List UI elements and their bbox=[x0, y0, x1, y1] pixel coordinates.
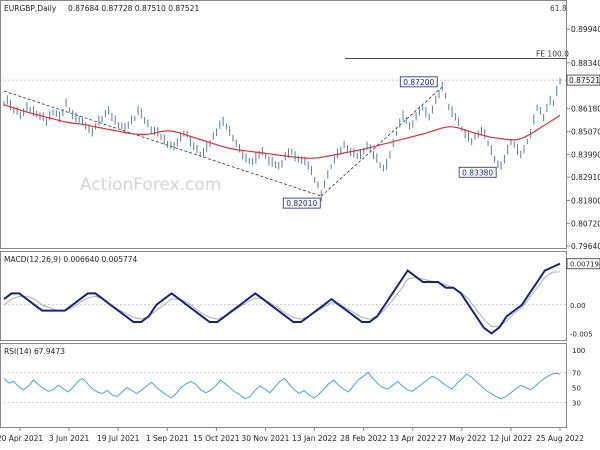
rsi-line bbox=[3, 371, 561, 400]
x-tick-label: 28 Feb 2022 bbox=[340, 434, 387, 443]
x-tick-label: 25 Aug 2022 bbox=[536, 434, 584, 443]
rsi-tick-label: 50 bbox=[572, 385, 581, 393]
price-tick-label: 0.88340 bbox=[571, 59, 600, 68]
macd-tick-label: 0.007194 bbox=[570, 261, 600, 269]
macd-layer bbox=[3, 262, 566, 335]
level-box bbox=[458, 166, 497, 178]
axis-layer: 0.89940 0.88340 0.86180 0.85070 0.83990 0.829… bbox=[0, 25, 600, 443]
rsi-tick-label: 30 bbox=[572, 400, 581, 408]
fib-corner-label: 61.8 bbox=[550, 4, 567, 13]
rsi-panel[interactable] bbox=[0, 343, 567, 428]
price-tick-label: 0.85070 bbox=[571, 128, 600, 137]
x-tick-label: 15 Oct 2021 bbox=[193, 434, 240, 443]
fe-label: FE 100.0 bbox=[536, 49, 569, 58]
price-layer: FE 100.0 0.82010 0.87200 0.83380 bbox=[3, 49, 569, 209]
macd-tick-label: 0.00 bbox=[570, 302, 586, 310]
x-tick-label: 30 Nov 2021 bbox=[241, 434, 289, 443]
current-price-box bbox=[566, 74, 600, 86]
current-price-label: 0.87521 bbox=[569, 76, 600, 85]
x-tick-label: 13 Jan 2022 bbox=[292, 434, 337, 443]
x-tick-label: 13 Apr 2022 bbox=[390, 434, 437, 443]
level-box bbox=[282, 197, 321, 209]
x-tick-label: 27 May 2022 bbox=[437, 434, 486, 443]
symbol-label: EURGBP,Daily bbox=[4, 4, 57, 13]
macd-title: MACD(12,26,9) 0.006640 0.005774 bbox=[4, 255, 138, 264]
rsi-title: RSI(14) 67.9473 bbox=[4, 347, 65, 356]
ohlc-values: 0.87684 0.87728 0.87510 0.87521 bbox=[68, 4, 199, 13]
macd-signal-line bbox=[3, 271, 561, 328]
level-box bbox=[399, 76, 438, 88]
price-tick-label: 0.81800 bbox=[571, 197, 600, 206]
macd-tick-label: -0.005 bbox=[570, 330, 593, 338]
level-label: 0.83380 bbox=[462, 168, 493, 177]
x-tick-label: 3 Jun 2021 bbox=[49, 434, 90, 443]
rsi-tick-label: 70 bbox=[572, 370, 581, 378]
price-tick-label: 0.80720 bbox=[571, 219, 600, 228]
price-tick-label: 0.83990 bbox=[571, 150, 600, 159]
moving-average-line bbox=[3, 104, 561, 159]
price-tick-label: 0.79640 bbox=[571, 242, 600, 251]
x-tick-label: 12 Jul 2022 bbox=[490, 434, 533, 443]
price-tick-label: 0.89940 bbox=[571, 25, 600, 34]
level-label: 0.87200 bbox=[403, 78, 434, 87]
watermark: ActionForex.com bbox=[80, 175, 221, 195]
macd-value-box bbox=[566, 258, 600, 270]
price-tick-label: 0.86180 bbox=[571, 104, 600, 113]
macd-line bbox=[3, 262, 561, 335]
level-label: 0.82010 bbox=[286, 199, 317, 208]
x-tick-label: 1 Sep 2021 bbox=[146, 434, 189, 443]
trendline-up bbox=[320, 86, 443, 197]
price-tick-label: 0.82910 bbox=[571, 173, 600, 182]
rsi-layer bbox=[3, 371, 566, 403]
x-tick-label: 20 Apr 2021 bbox=[0, 434, 43, 443]
trendline-down bbox=[3, 90, 322, 197]
x-tick-label: 19 Jul 2021 bbox=[97, 434, 140, 443]
rsi-tick-label: 100 bbox=[572, 347, 585, 355]
